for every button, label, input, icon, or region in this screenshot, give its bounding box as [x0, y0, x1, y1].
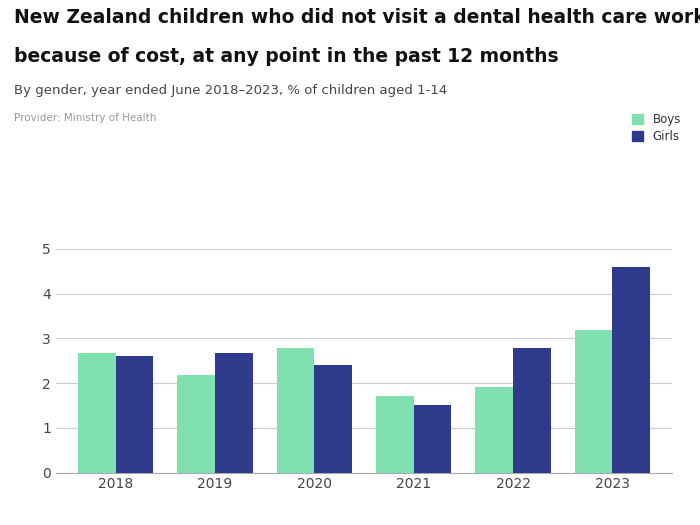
Bar	[314, 365, 352, 472]
Bar	[177, 375, 215, 472]
Bar	[215, 353, 253, 472]
Bar	[376, 395, 414, 472]
Bar	[575, 330, 612, 472]
Legend: Boys, Girls: Boys, Girls	[629, 111, 684, 146]
Bar	[78, 353, 116, 472]
Text: Provider: Ministry of Health: Provider: Ministry of Health	[14, 113, 156, 123]
Text: figure.nz: figure.nz	[575, 21, 660, 39]
Text: By gender, year ended June 2018–2023, % of children aged 1-14: By gender, year ended June 2018–2023, % …	[14, 84, 447, 97]
Bar	[414, 405, 452, 472]
Bar	[276, 348, 314, 473]
Text: New Zealand children who did not visit a dental health care worker: New Zealand children who did not visit a…	[14, 8, 700, 27]
Bar	[475, 386, 513, 472]
Bar	[513, 348, 551, 473]
Bar	[116, 356, 153, 472]
Text: because of cost, at any point in the past 12 months: because of cost, at any point in the pas…	[14, 47, 559, 66]
Bar	[612, 267, 650, 472]
